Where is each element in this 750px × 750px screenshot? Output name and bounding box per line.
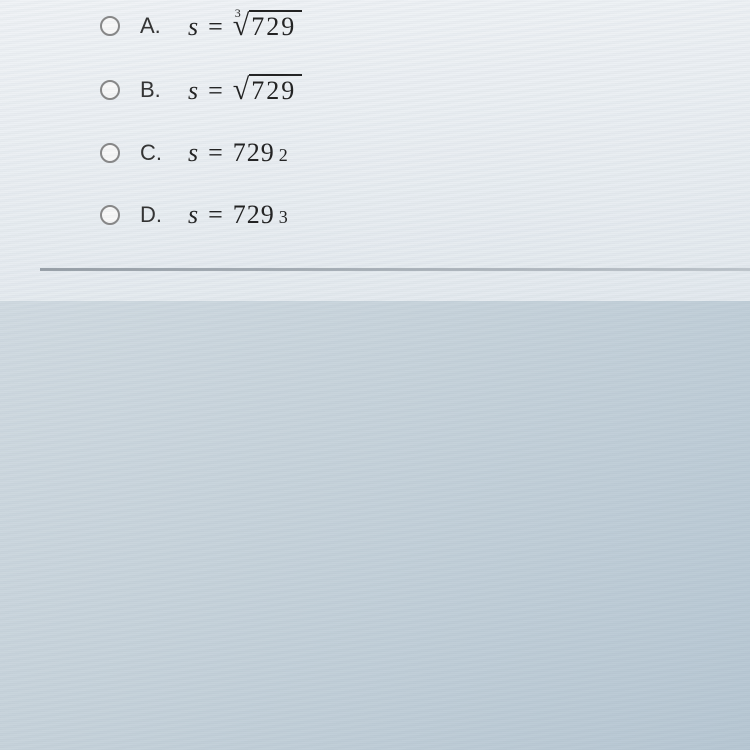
equals-sign: = bbox=[208, 138, 223, 168]
option-letter: B. bbox=[140, 77, 168, 103]
option-letter: D. bbox=[140, 202, 168, 228]
radio-icon[interactable] bbox=[100, 80, 120, 100]
equals-sign: = bbox=[208, 12, 223, 42]
radicand: 729 bbox=[249, 74, 302, 106]
radicand: 729 bbox=[249, 10, 302, 42]
cube-root: 3 √ 729 bbox=[233, 10, 302, 42]
variable: s bbox=[188, 12, 198, 42]
question-panel: A. s = 3 √ 729 B. s = √ 729 bbox=[0, 0, 750, 301]
equals-sign: = bbox=[208, 76, 223, 106]
exponent: 3 bbox=[279, 207, 288, 228]
radical-icon: √ bbox=[233, 78, 249, 102]
math-expression: s = 729 2 bbox=[188, 138, 288, 168]
base-number: 729 bbox=[233, 138, 275, 168]
square-root: √ 729 bbox=[233, 74, 302, 106]
math-expression: s = 3 √ 729 bbox=[188, 10, 302, 42]
option-b[interactable]: B. s = √ 729 bbox=[100, 74, 710, 106]
variable: s bbox=[188, 200, 198, 230]
equals-sign: = bbox=[208, 200, 223, 230]
section-divider bbox=[40, 268, 750, 271]
radio-icon[interactable] bbox=[100, 205, 120, 225]
math-expression: s = √ 729 bbox=[188, 74, 302, 106]
exponent: 2 bbox=[279, 145, 288, 166]
option-d[interactable]: D. s = 729 3 bbox=[100, 200, 710, 230]
radio-icon[interactable] bbox=[100, 143, 120, 163]
option-letter: C. bbox=[140, 140, 168, 166]
option-a[interactable]: A. s = 3 √ 729 bbox=[100, 10, 710, 42]
root-index: 3 bbox=[235, 6, 241, 21]
option-c[interactable]: C. s = 729 2 bbox=[100, 138, 710, 168]
options-list: A. s = 3 √ 729 B. s = √ 729 bbox=[100, 10, 710, 230]
option-letter: A. bbox=[140, 13, 168, 39]
radio-icon[interactable] bbox=[100, 16, 120, 36]
math-expression: s = 729 3 bbox=[188, 200, 288, 230]
variable: s bbox=[188, 76, 198, 106]
base-number: 729 bbox=[233, 200, 275, 230]
variable: s bbox=[188, 138, 198, 168]
